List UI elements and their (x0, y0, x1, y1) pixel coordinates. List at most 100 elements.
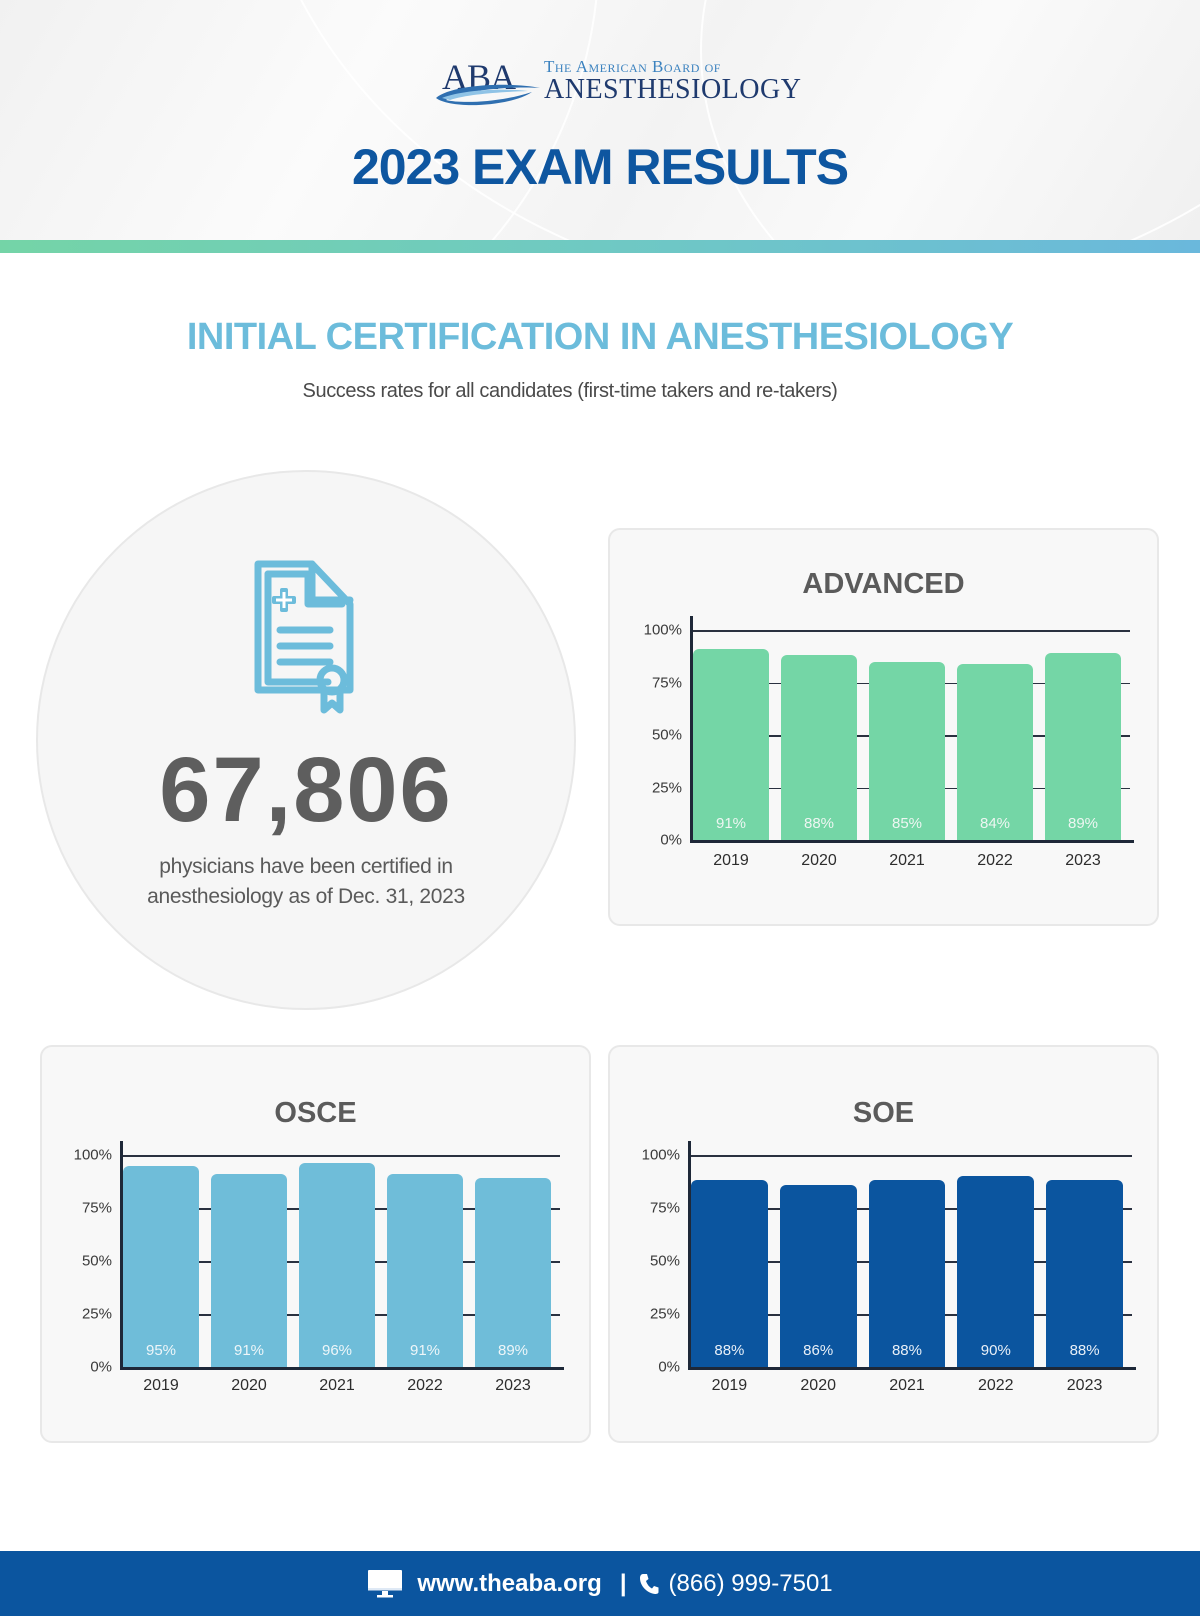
medical-certificate-icon (254, 560, 354, 714)
chart-title: SOE (852, 1097, 915, 1129)
bar-plot: 100% 75% 50% 25% 0% 95% 2019 91% 2020 96% 2021 91% 2… (74, 1141, 564, 1394)
section-title: INITIAL CERTIFICATION IN ANESTHESIOLOGY (186, 316, 1014, 358)
bar-2019[interactable]: 88% (691, 1180, 768, 1367)
bar-value-label: 85% (891, 815, 923, 832)
x-tick-label: 2019 (711, 1377, 748, 1394)
y-axis (690, 616, 693, 842)
bar-value-label: 96% (321, 1342, 353, 1359)
gridline (690, 630, 1130, 632)
y-tick-label: 75% (81, 1199, 112, 1217)
caption-line2: anesthesiology as of Dec. 31, 2023 (147, 885, 465, 908)
bar-2023[interactable]: 89% (475, 1178, 551, 1367)
x-tick-label: 2022 (407, 1377, 443, 1394)
decorative-swirl (700, 0, 1200, 240)
x-tick-label: 2022 (977, 852, 1013, 869)
bar-2020[interactable]: 91% (211, 1174, 287, 1367)
y-tick-label: 100% (73, 1146, 112, 1164)
certified-caption: physicians have been certified in anesth… (36, 852, 576, 912)
chart-title: ADVANCED (802, 568, 965, 600)
x-tick-label: 2020 (231, 1377, 267, 1394)
x-tick-label: 2021 (319, 1377, 355, 1394)
bar-2019[interactable]: 91% (693, 648, 769, 840)
bar-value-label: 84% (979, 815, 1011, 832)
y-tick-label: 75% (649, 1199, 680, 1217)
bar-plot: 100% 75% 50% 25% 0% 91% 2019 88% 2020 85% 2021 84% 2… (644, 616, 1134, 869)
bar-2022[interactable]: 91% (387, 1174, 463, 1367)
logo-line1: The American Board of (544, 57, 721, 76)
y-tick-label: 25% (649, 1305, 680, 1323)
header: ABA The American Board of ANESTHESIOLOGY… (0, 0, 1200, 240)
bar-value-label: 91% (233, 1342, 265, 1359)
bar-2023[interactable]: 88% (1046, 1180, 1123, 1367)
x-tick-label: 2020 (800, 1377, 836, 1394)
y-tick-label: 0% (90, 1358, 112, 1376)
website-link[interactable]: www.theaba.org (417, 1569, 602, 1597)
bar-2023[interactable]: 89% (1045, 653, 1121, 840)
y-tick-label: 100% (641, 1146, 680, 1164)
caption-line1: physicians have been certified in (159, 855, 453, 878)
stat-circle (36, 470, 576, 1010)
bar-2021[interactable]: 96% (299, 1163, 375, 1367)
y-tick-label: 50% (81, 1252, 112, 1270)
logo-swoosh-icon (436, 84, 540, 106)
y-tick-label: 50% (649, 1252, 680, 1270)
bar-value-label: 89% (1067, 815, 1099, 832)
bar-2022[interactable]: 84% (957, 663, 1033, 840)
bar-value-label: 86% (803, 1342, 834, 1359)
phone-link[interactable]: (866) 999-7501 (668, 1569, 833, 1597)
footer-contact: www.theaba.org | (866) 999-7501 (0, 1551, 1200, 1616)
gridline (688, 1155, 1132, 1157)
x-axis (690, 840, 1134, 843)
bar-value-label: 88% (803, 815, 835, 832)
phone-icon (639, 1573, 659, 1594)
x-tick-label: 2019 (713, 852, 749, 869)
x-tick-label: 2023 (495, 1377, 531, 1394)
chart-title: OSCE (274, 1097, 357, 1129)
x-tick-label: 2021 (889, 852, 925, 869)
bar-2021[interactable]: 85% (869, 661, 945, 840)
footer: www.theaba.org | (866) 999-7501 (0, 1551, 1200, 1616)
footer-separator: | (619, 1569, 627, 1597)
gridline (120, 1155, 560, 1157)
bar-2021[interactable]: 88% (868, 1180, 946, 1367)
x-tick-label: 2019 (143, 1377, 179, 1394)
x-axis (120, 1367, 564, 1370)
x-tick-label: 2023 (1065, 852, 1101, 869)
bar-value-label: 88% (891, 1342, 922, 1359)
x-axis (688, 1367, 1136, 1370)
y-tick-label: 0% (660, 831, 682, 849)
y-axis (120, 1141, 123, 1369)
certified-count: 67,806 (159, 739, 453, 841)
osce-chart-card: OSCE 100% 75% 50% 25% 0% 95% 2019 91% 2020 96% 202… (40, 1045, 591, 1443)
y-tick-label: 75% (651, 674, 682, 691)
aba-logo[interactable]: ABA The American Board of ANESTHESIOLOGY (432, 52, 812, 112)
x-tick-label: 2021 (889, 1377, 925, 1394)
section-subtitle: Success rates for all candidates (first-… (302, 380, 838, 402)
bar-2020[interactable]: 86% (779, 1184, 857, 1367)
page-title: 2023 EXAM RESULTS (351, 139, 849, 195)
logo-line2: ANESTHESIOLOGY (544, 74, 802, 105)
bar-value-label: 88% (714, 1342, 745, 1359)
advanced-chart-card: ADVANCED 100% 75% 50% 25% 0% 91% 2019 88% 2020 85… (608, 528, 1159, 926)
x-tick-label: 2022 (977, 1377, 1014, 1394)
soe-chart-card: SOE 100% 75% 50% 25% 0% 88% 2019 86% 2020 88% 2021… (608, 1045, 1159, 1443)
bar-2019[interactable]: 95% (123, 1165, 199, 1367)
y-tick-label: 25% (651, 779, 682, 796)
y-axis (688, 1141, 691, 1369)
monitor-icon (368, 1569, 403, 1597)
bar-2022[interactable]: 90% (957, 1176, 1035, 1367)
x-tick-label: 2020 (801, 852, 837, 869)
y-tick-label: 100% (643, 621, 682, 639)
y-tick-label: 25% (81, 1305, 112, 1323)
bar-value-label: 88% (1069, 1342, 1100, 1359)
bar-value-label: 91% (409, 1342, 441, 1359)
bar-value-label: 90% (980, 1342, 1011, 1359)
bar-value-label: 95% (145, 1342, 177, 1359)
gradient-divider (0, 240, 1200, 253)
bar-plot: 100% 75% 50% 25% 0% 88% 2019 86% 2020 88% 2021 90% 2… (642, 1141, 1136, 1394)
y-tick-label: 50% (651, 726, 682, 744)
bar-2020[interactable]: 88% (781, 655, 857, 840)
bar-value-label: 89% (497, 1342, 529, 1359)
y-tick-label: 0% (658, 1358, 680, 1376)
bar-value-label: 91% (715, 815, 747, 832)
